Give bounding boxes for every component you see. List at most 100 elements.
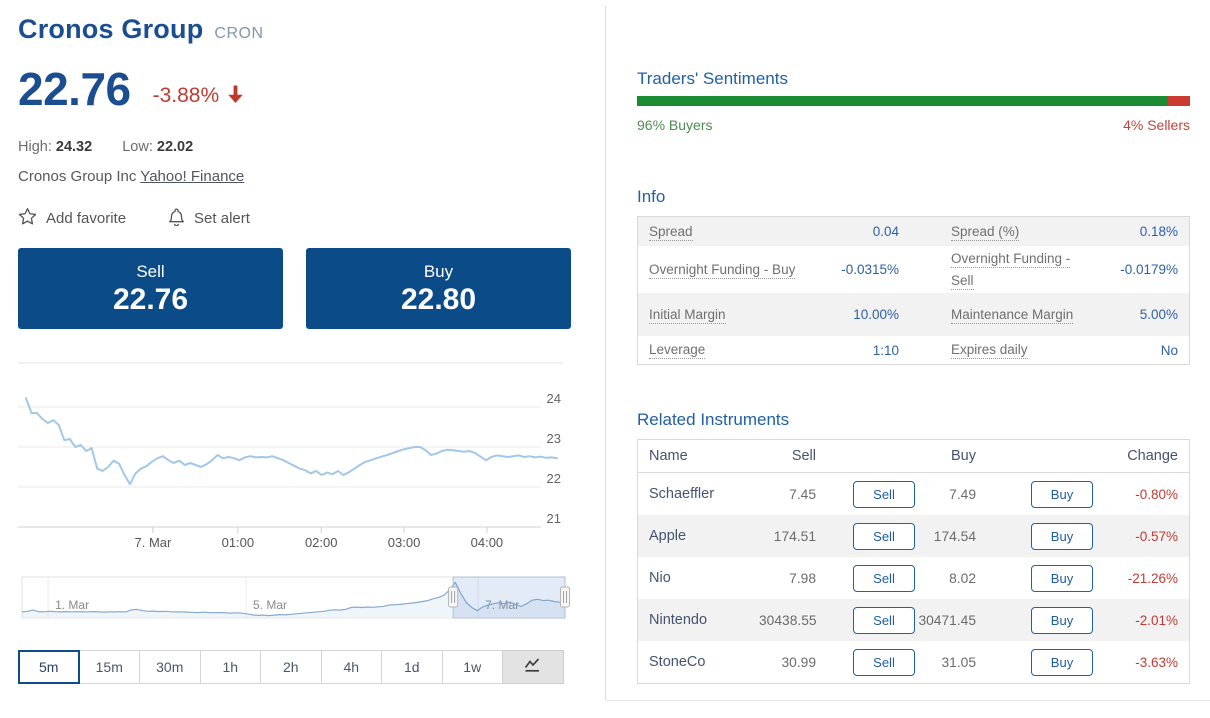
chart-navigator[interactable]: 1. Mar 5. Mar 7. Mar xyxy=(0,572,605,620)
info-value-expires-daily: No xyxy=(1160,342,1178,358)
info-label-spread[interactable]: Spread xyxy=(649,223,693,241)
price-series-line xyxy=(25,397,558,486)
x-axis-label: 01:00 xyxy=(222,535,255,550)
navigator-series-area xyxy=(22,582,565,617)
price-change-percent: -3.88% xyxy=(152,84,220,107)
info-row: Overnight Funding - Buy -0.0315% Overnig… xyxy=(638,246,1189,293)
chart-type-button[interactable] xyxy=(502,650,564,684)
sell-button-stoneco[interactable]: Sell xyxy=(853,648,915,676)
bell-icon xyxy=(168,207,185,230)
sell-button-nintendo[interactable]: Sell xyxy=(853,606,915,634)
sentiments-heading: Traders' Sentiments xyxy=(637,69,788,88)
info-value-spread-pct: 0.18% xyxy=(1139,224,1178,239)
timeframe-1d[interactable]: 1d xyxy=(381,650,443,684)
y-axis-label-23: 23 xyxy=(547,431,561,446)
info-label-leverage[interactable]: Leverage xyxy=(649,342,706,360)
buy-button[interactable]: Buy 22.80 xyxy=(306,248,571,329)
navigator-right-handle[interactable] xyxy=(560,586,570,608)
timeframe-5m[interactable]: 5m xyxy=(18,650,80,684)
set-alert-label: Set alert xyxy=(194,210,250,227)
related-row-nintendo[interactable]: Nintendo 30438.55 Sell 30471.45 Buy -2.0… xyxy=(638,599,1189,641)
instrument-name: Cronos Group xyxy=(18,14,204,44)
sellers-bar-segment xyxy=(1167,96,1190,106)
info-value-leverage: 1:10 xyxy=(872,342,899,358)
instrument-symbol: CRON xyxy=(214,25,264,42)
buy-button-stoneco[interactable]: Buy xyxy=(1031,648,1093,676)
info-row: Leverage 1:10 Expires daily No xyxy=(638,336,1189,364)
timeframe-15m[interactable]: 15m xyxy=(78,650,140,684)
timeframe-4h[interactable]: 4h xyxy=(320,650,382,684)
price-chart[interactable]: 24 23 22 21 7. Mar 01:00 02:00 03:00 04:00 xyxy=(0,356,605,556)
sell-button-schaeffler[interactable]: Sell xyxy=(853,480,915,508)
sell-button-price: 22.76 xyxy=(112,283,189,317)
buy-button-apple[interactable]: Buy xyxy=(1031,522,1093,550)
timeframe-2h[interactable]: 2h xyxy=(260,650,322,684)
buy-button-nio[interactable]: Buy xyxy=(1031,564,1093,592)
sell-button-apple[interactable]: Sell xyxy=(853,522,915,550)
info-label-initial-margin[interactable]: Initial Margin xyxy=(649,306,726,324)
sell-button-label: Sell xyxy=(136,261,165,281)
info-value-overnight-buy: -0.0315% xyxy=(841,262,899,277)
low-label: Low: xyxy=(122,139,153,155)
sentiment-bar xyxy=(637,96,1190,106)
x-axis-label: 04:00 xyxy=(471,535,504,550)
buyers-percent-label: 96% Buyers xyxy=(637,117,713,133)
bottom-divider xyxy=(605,700,1210,701)
x-axis-label: 02:00 xyxy=(305,535,338,550)
column-header-change: Change xyxy=(1127,448,1178,464)
info-heading: Info xyxy=(637,187,666,206)
info-label-overnight-buy[interactable]: Overnight Funding - Buy xyxy=(649,261,796,279)
info-label-expires-daily[interactable]: Expires daily xyxy=(951,342,1028,360)
buy-button-label: Buy xyxy=(423,261,454,281)
related-row-schaeffler[interactable]: Schaeffler 7.45 Sell 7.49 Buy -0.80% xyxy=(638,473,1189,515)
related-row-stoneco[interactable]: StoneCo 30.99 Sell 31.05 Buy -3.63% xyxy=(638,641,1189,683)
info-row: Initial Margin 10.00% Maintenance Margin… xyxy=(638,293,1189,336)
navigator-date-label: 5. Mar xyxy=(253,598,287,612)
navigator-selected-range[interactable] xyxy=(452,576,566,619)
y-axis-label-24: 24 xyxy=(547,391,561,406)
yahoo-finance-link[interactable]: Yahoo! Finance xyxy=(140,168,245,185)
buy-button-nintendo[interactable]: Buy xyxy=(1031,606,1093,634)
timeframe-1w[interactable]: 1w xyxy=(441,650,503,684)
set-alert-button[interactable]: Set alert xyxy=(168,207,250,230)
info-value-spread: 0.04 xyxy=(872,224,899,239)
buy-button-schaeffler[interactable]: Buy xyxy=(1031,480,1093,508)
navigator-date-label: 1. Mar xyxy=(55,598,89,612)
low-value: 22.02 xyxy=(156,139,194,155)
star-icon xyxy=(18,207,37,230)
sell-button-nio[interactable]: Sell xyxy=(853,564,915,592)
buy-button-price: 22.80 xyxy=(400,283,477,317)
related-heading: Related Instruments xyxy=(637,410,790,429)
high-label: High: xyxy=(18,139,52,155)
sell-button[interactable]: Sell 22.76 xyxy=(18,248,283,329)
column-header-sell: Sell xyxy=(791,448,816,464)
timeframe-1h[interactable]: 1h xyxy=(199,650,261,684)
related-row-nio[interactable]: Nio 7.98 Sell 8.02 Buy -21.26% xyxy=(638,557,1189,599)
info-table: Spread 0.04 Spread (%) 0.18% Overnight F… xyxy=(637,216,1190,365)
high-value: 24.32 xyxy=(55,139,93,155)
info-row: Spread 0.04 Spread (%) 0.18% xyxy=(638,217,1189,246)
related-table-header: Name Sell Buy Change xyxy=(638,440,1189,473)
navigator-left-handle[interactable] xyxy=(448,586,459,608)
timeframe-30m[interactable]: 30m xyxy=(139,650,201,684)
add-favorite-button[interactable]: Add favorite xyxy=(18,207,126,230)
actions-row: Add favorite Set alert xyxy=(18,207,250,230)
column-header-buy: Buy xyxy=(951,448,976,464)
x-axis-label: 03:00 xyxy=(388,535,421,550)
company-row: Cronos Group Inc Yahoo! Finance xyxy=(18,168,244,185)
buyers-bar-segment xyxy=(637,96,1168,106)
price-block: 22.76 -3.88% xyxy=(18,66,244,112)
info-label-overnight-sell[interactable]: Overnight Funding - Sell xyxy=(951,250,1071,290)
info-value-overnight-sell: -0.0179% xyxy=(1120,262,1178,277)
company-name: Cronos Group Inc xyxy=(18,168,137,185)
high-low-row: High: 24.32 Low: 22.02 xyxy=(18,139,193,155)
related-instruments-table: Name Sell Buy Change Schaeffler 7.45 Sel… xyxy=(637,439,1190,684)
panel-divider xyxy=(605,6,606,700)
info-label-maintenance-margin[interactable]: Maintenance Margin xyxy=(951,306,1074,324)
trade-buttons: Sell 22.76 Buy 22.80 xyxy=(18,248,571,329)
y-axis-label-21: 21 xyxy=(547,511,561,526)
info-label-spread-pct[interactable]: Spread (%) xyxy=(951,223,1020,241)
related-row-apple[interactable]: Apple 174.51 Sell 174.54 Buy -0.57% xyxy=(638,515,1189,557)
navigator-date-label: 7. Mar xyxy=(485,598,519,612)
